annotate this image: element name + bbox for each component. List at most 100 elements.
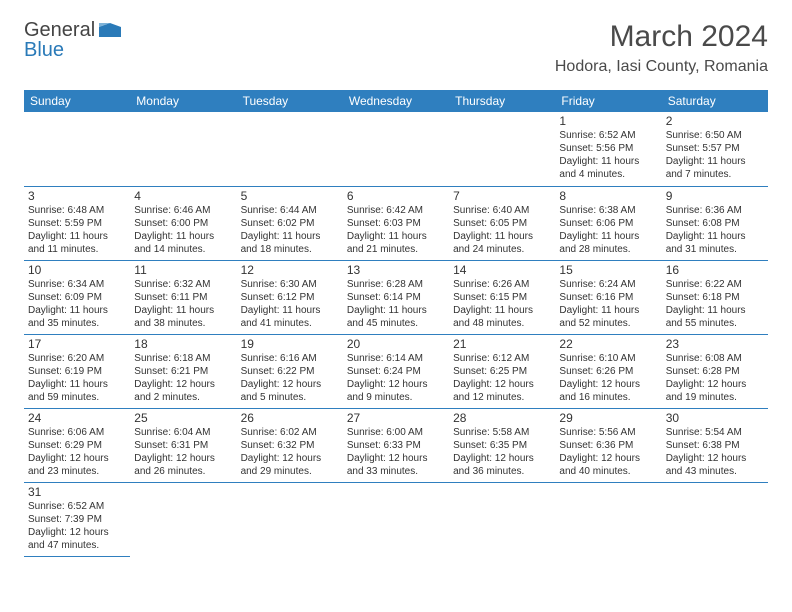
calendar-cell: 26Sunrise: 6:02 AMSunset: 6:32 PMDayligh… [237, 408, 343, 482]
calendar-cell: 29Sunrise: 5:56 AMSunset: 6:36 PMDayligh… [555, 408, 661, 482]
sunset-text: Sunset: 6:35 PM [453, 439, 551, 452]
sunrise-text: Sunrise: 6:34 AM [28, 278, 126, 291]
sunrise-text: Sunrise: 6:16 AM [241, 352, 339, 365]
weekday-header: Wednesday [343, 90, 449, 112]
daylight-text: Daylight: 11 hours and 21 minutes. [347, 230, 445, 256]
sunset-text: Sunset: 6:12 PM [241, 291, 339, 304]
calendar-cell: 8Sunrise: 6:38 AMSunset: 6:06 PMDaylight… [555, 186, 661, 260]
daylight-text: Daylight: 12 hours and 29 minutes. [241, 452, 339, 478]
day-number: 7 [453, 189, 551, 203]
day-number: 26 [241, 411, 339, 425]
calendar-cell: 25Sunrise: 6:04 AMSunset: 6:31 PMDayligh… [130, 408, 236, 482]
location: Hodora, Iasi County, Romania [555, 58, 768, 76]
day-number: 30 [666, 411, 764, 425]
sunrise-text: Sunrise: 6:06 AM [28, 426, 126, 439]
day-number: 27 [347, 411, 445, 425]
day-number: 13 [347, 263, 445, 277]
calendar-cell: 4Sunrise: 6:46 AMSunset: 6:00 PMDaylight… [130, 186, 236, 260]
daylight-text: Daylight: 11 hours and 52 minutes. [559, 304, 657, 330]
day-number: 28 [453, 411, 551, 425]
calendar-cell [555, 482, 661, 556]
calendar-row: 10Sunrise: 6:34 AMSunset: 6:09 PMDayligh… [24, 260, 768, 334]
day-number: 20 [347, 337, 445, 351]
day-number: 14 [453, 263, 551, 277]
day-number: 15 [559, 263, 657, 277]
calendar-row: 3Sunrise: 6:48 AMSunset: 5:59 PMDaylight… [24, 186, 768, 260]
sunrise-text: Sunrise: 6:32 AM [134, 278, 232, 291]
daylight-text: Daylight: 11 hours and 4 minutes. [559, 155, 657, 181]
daylight-text: Daylight: 11 hours and 14 minutes. [134, 230, 232, 256]
logo: General Blue [24, 20, 121, 60]
calendar-cell [343, 482, 449, 556]
sunrise-text: Sunrise: 6:18 AM [134, 352, 232, 365]
daylight-text: Daylight: 11 hours and 24 minutes. [453, 230, 551, 256]
daylight-text: Daylight: 11 hours and 55 minutes. [666, 304, 764, 330]
calendar-cell: 2Sunrise: 6:50 AMSunset: 5:57 PMDaylight… [662, 112, 768, 186]
calendar-row: 17Sunrise: 6:20 AMSunset: 6:19 PMDayligh… [24, 334, 768, 408]
weekday-header: Saturday [662, 90, 768, 112]
calendar-cell: 23Sunrise: 6:08 AMSunset: 6:28 PMDayligh… [662, 334, 768, 408]
weekday-header: Friday [555, 90, 661, 112]
daylight-text: Daylight: 12 hours and 9 minutes. [347, 378, 445, 404]
sunrise-text: Sunrise: 6:28 AM [347, 278, 445, 291]
daylight-text: Daylight: 11 hours and 35 minutes. [28, 304, 126, 330]
calendar-cell: 5Sunrise: 6:44 AMSunset: 6:02 PMDaylight… [237, 186, 343, 260]
daylight-text: Daylight: 11 hours and 31 minutes. [666, 230, 764, 256]
calendar-cell [237, 112, 343, 186]
calendar-cell: 3Sunrise: 6:48 AMSunset: 5:59 PMDaylight… [24, 186, 130, 260]
sunset-text: Sunset: 5:56 PM [559, 142, 657, 155]
sunset-text: Sunset: 6:05 PM [453, 217, 551, 230]
calendar-cell [449, 482, 555, 556]
weekday-header: Sunday [24, 90, 130, 112]
calendar-row: 1Sunrise: 6:52 AMSunset: 5:56 PMDaylight… [24, 112, 768, 186]
day-number: 21 [453, 337, 551, 351]
calendar-head: SundayMondayTuesdayWednesdayThursdayFrid… [24, 90, 768, 112]
day-number: 9 [666, 189, 764, 203]
header: General Blue March 2024 Hodora, Iasi Cou… [24, 20, 768, 76]
sunset-text: Sunset: 6:14 PM [347, 291, 445, 304]
calendar-cell [24, 112, 130, 186]
day-number: 2 [666, 114, 764, 128]
sunrise-text: Sunrise: 6:26 AM [453, 278, 551, 291]
sunrise-text: Sunrise: 6:10 AM [559, 352, 657, 365]
sunrise-text: Sunrise: 6:00 AM [347, 426, 445, 439]
sunset-text: Sunset: 6:24 PM [347, 365, 445, 378]
day-number: 22 [559, 337, 657, 351]
sunrise-text: Sunrise: 6:46 AM [134, 204, 232, 217]
daylight-text: Daylight: 11 hours and 59 minutes. [28, 378, 126, 404]
calendar-cell: 31Sunrise: 6:52 AMSunset: 7:39 PMDayligh… [24, 482, 130, 556]
sunset-text: Sunset: 6:06 PM [559, 217, 657, 230]
sunrise-text: Sunrise: 6:38 AM [559, 204, 657, 217]
daylight-text: Daylight: 11 hours and 41 minutes. [241, 304, 339, 330]
sunrise-text: Sunrise: 6:30 AM [241, 278, 339, 291]
calendar-cell [237, 482, 343, 556]
calendar-cell: 12Sunrise: 6:30 AMSunset: 6:12 PMDayligh… [237, 260, 343, 334]
day-number: 23 [666, 337, 764, 351]
sunrise-text: Sunrise: 6:02 AM [241, 426, 339, 439]
daylight-text: Daylight: 12 hours and 26 minutes. [134, 452, 232, 478]
calendar-cell: 9Sunrise: 6:36 AMSunset: 6:08 PMDaylight… [662, 186, 768, 260]
day-number: 18 [134, 337, 232, 351]
daylight-text: Daylight: 11 hours and 11 minutes. [28, 230, 126, 256]
calendar-cell: 15Sunrise: 6:24 AMSunset: 6:16 PMDayligh… [555, 260, 661, 334]
sunset-text: Sunset: 6:38 PM [666, 439, 764, 452]
daylight-text: Daylight: 12 hours and 47 minutes. [28, 526, 126, 552]
sunrise-text: Sunrise: 6:52 AM [559, 129, 657, 142]
daylight-text: Daylight: 11 hours and 38 minutes. [134, 304, 232, 330]
sunset-text: Sunset: 7:39 PM [28, 513, 126, 526]
daylight-text: Daylight: 11 hours and 7 minutes. [666, 155, 764, 181]
calendar-row: 24Sunrise: 6:06 AMSunset: 6:29 PMDayligh… [24, 408, 768, 482]
sunrise-text: Sunrise: 6:12 AM [453, 352, 551, 365]
calendar-cell: 28Sunrise: 5:58 AMSunset: 6:35 PMDayligh… [449, 408, 555, 482]
calendar-cell: 14Sunrise: 6:26 AMSunset: 6:15 PMDayligh… [449, 260, 555, 334]
sunset-text: Sunset: 6:11 PM [134, 291, 232, 304]
calendar-cell: 22Sunrise: 6:10 AMSunset: 6:26 PMDayligh… [555, 334, 661, 408]
sunrise-text: Sunrise: 5:58 AM [453, 426, 551, 439]
day-number: 17 [28, 337, 126, 351]
calendar-table: SundayMondayTuesdayWednesdayThursdayFrid… [24, 90, 768, 557]
calendar-cell: 17Sunrise: 6:20 AMSunset: 6:19 PMDayligh… [24, 334, 130, 408]
sunrise-text: Sunrise: 6:40 AM [453, 204, 551, 217]
daylight-text: Daylight: 12 hours and 36 minutes. [453, 452, 551, 478]
daylight-text: Daylight: 12 hours and 19 minutes. [666, 378, 764, 404]
day-number: 29 [559, 411, 657, 425]
